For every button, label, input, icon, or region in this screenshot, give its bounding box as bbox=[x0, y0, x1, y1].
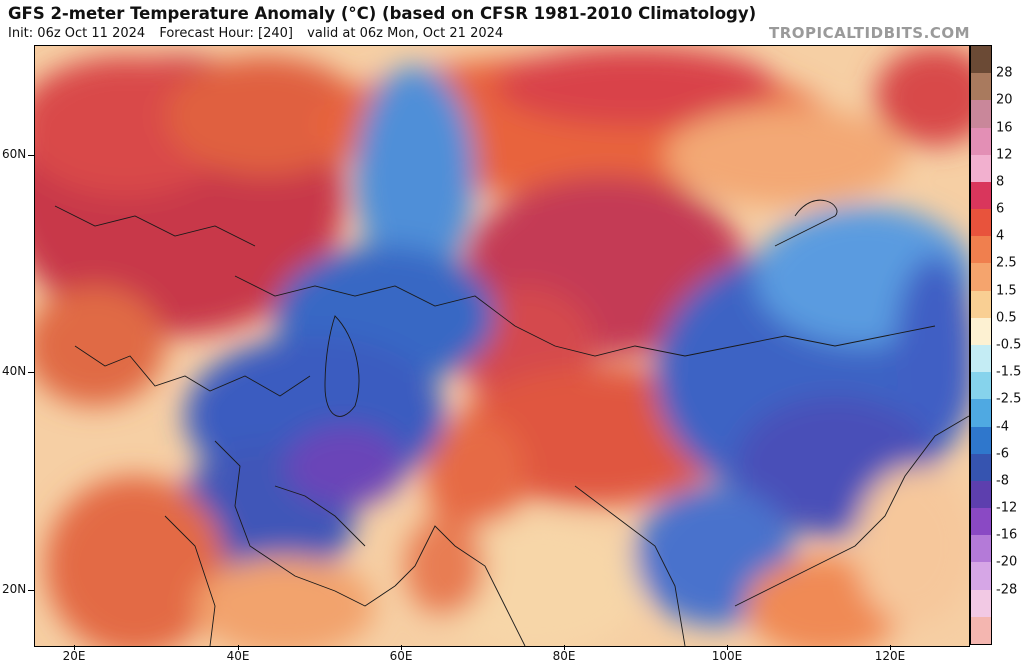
lon-label-120e: 120E bbox=[874, 649, 906, 663]
colorbar-cell bbox=[971, 209, 991, 237]
colorbar-cell bbox=[971, 589, 991, 618]
colorbar-cell bbox=[971, 399, 991, 428]
anomaly-map bbox=[34, 45, 970, 647]
colorbar-cell bbox=[971, 73, 991, 101]
lat-tick bbox=[28, 155, 34, 156]
colorbar-label: 4 bbox=[996, 228, 1005, 244]
colorbar-cell bbox=[971, 453, 991, 482]
colorbar-label: -1.5 bbox=[996, 364, 1022, 380]
colorbar-cell bbox=[971, 562, 991, 591]
lon-label-80e: 80E bbox=[552, 649, 576, 663]
colorbar-cell bbox=[971, 480, 991, 509]
colorbar-label: 6 bbox=[996, 201, 1005, 217]
map-subtitle: Init: 06z Oct 11 2024 Forecast Hour: [24… bbox=[8, 26, 513, 41]
colorbar-cell bbox=[971, 127, 991, 156]
colorbar-cell bbox=[971, 535, 991, 563]
colorbar-cell bbox=[971, 372, 991, 400]
colorbar-label: 20 bbox=[996, 92, 1013, 108]
init-time: Init: 06z Oct 11 2024 bbox=[8, 26, 146, 41]
colorbar-cell bbox=[971, 290, 991, 319]
colorbar-label: 2.5 bbox=[996, 255, 1017, 271]
lon-tick bbox=[890, 645, 891, 650]
map-title: GFS 2-meter Temperature Anomaly (°C) (ba… bbox=[8, 4, 757, 23]
colorbar-cell bbox=[971, 616, 991, 645]
lon-label-100e: 100E bbox=[711, 649, 743, 663]
colorbar-label: 8 bbox=[996, 174, 1005, 190]
lat-tick bbox=[28, 372, 34, 373]
lon-tick bbox=[238, 645, 239, 650]
lon-tick bbox=[74, 645, 75, 650]
colorbar-label: -16 bbox=[996, 527, 1018, 543]
lon-tick bbox=[401, 645, 402, 650]
colorbar-cell bbox=[971, 263, 991, 292]
lon-label-40e: 40E bbox=[226, 649, 250, 663]
colorbar-label: -8 bbox=[996, 473, 1009, 489]
colorbar-label: -12 bbox=[996, 500, 1018, 516]
colorbar-cell bbox=[971, 426, 991, 455]
watermark: TROPICALTIDBITS.COM bbox=[769, 24, 970, 42]
colorbar-cell bbox=[971, 181, 991, 210]
lat-label-40n: 40N bbox=[2, 364, 27, 378]
colorbar-cell bbox=[971, 236, 991, 264]
colorbar-label: 12 bbox=[996, 147, 1013, 163]
colorbar-cell bbox=[971, 345, 991, 373]
colorbar-label: -28 bbox=[996, 582, 1018, 598]
forecast-hour: Forecast Hour: [240] bbox=[159, 26, 294, 41]
lat-tick bbox=[28, 590, 34, 591]
colorbar-cell bbox=[971, 317, 991, 346]
map-canvas bbox=[35, 46, 969, 646]
colorbar-cell bbox=[971, 46, 991, 74]
colorbar-label: 16 bbox=[996, 120, 1013, 136]
lon-tick bbox=[564, 645, 565, 650]
lat-label-60n: 60N bbox=[2, 147, 27, 161]
lon-label-20e: 20E bbox=[62, 649, 86, 663]
colorbar-label: -2.5 bbox=[996, 391, 1022, 407]
map-borders bbox=[54, 199, 969, 646]
colorbar-cell bbox=[971, 100, 991, 129]
colorbar-cell bbox=[971, 508, 991, 536]
colorbar bbox=[970, 45, 992, 645]
colorbar-label: -0.5 bbox=[996, 337, 1022, 353]
colorbar-label: -20 bbox=[996, 554, 1018, 570]
lon-label-60e: 60E bbox=[389, 649, 413, 663]
colorbar-label: 28 bbox=[996, 65, 1013, 81]
valid-time: valid at 06z Mon, Oct 21 2024 bbox=[307, 26, 504, 41]
colorbar-label: -6 bbox=[996, 446, 1009, 462]
colorbar-cell bbox=[971, 154, 991, 183]
colorbar-label: 0.5 bbox=[996, 310, 1017, 326]
lat-label-20n: 20N bbox=[2, 582, 27, 596]
colorbar-label: 1.5 bbox=[996, 283, 1017, 299]
colorbar-label: -4 bbox=[996, 419, 1009, 435]
anomaly-field bbox=[35, 46, 969, 646]
lon-tick bbox=[727, 645, 728, 650]
